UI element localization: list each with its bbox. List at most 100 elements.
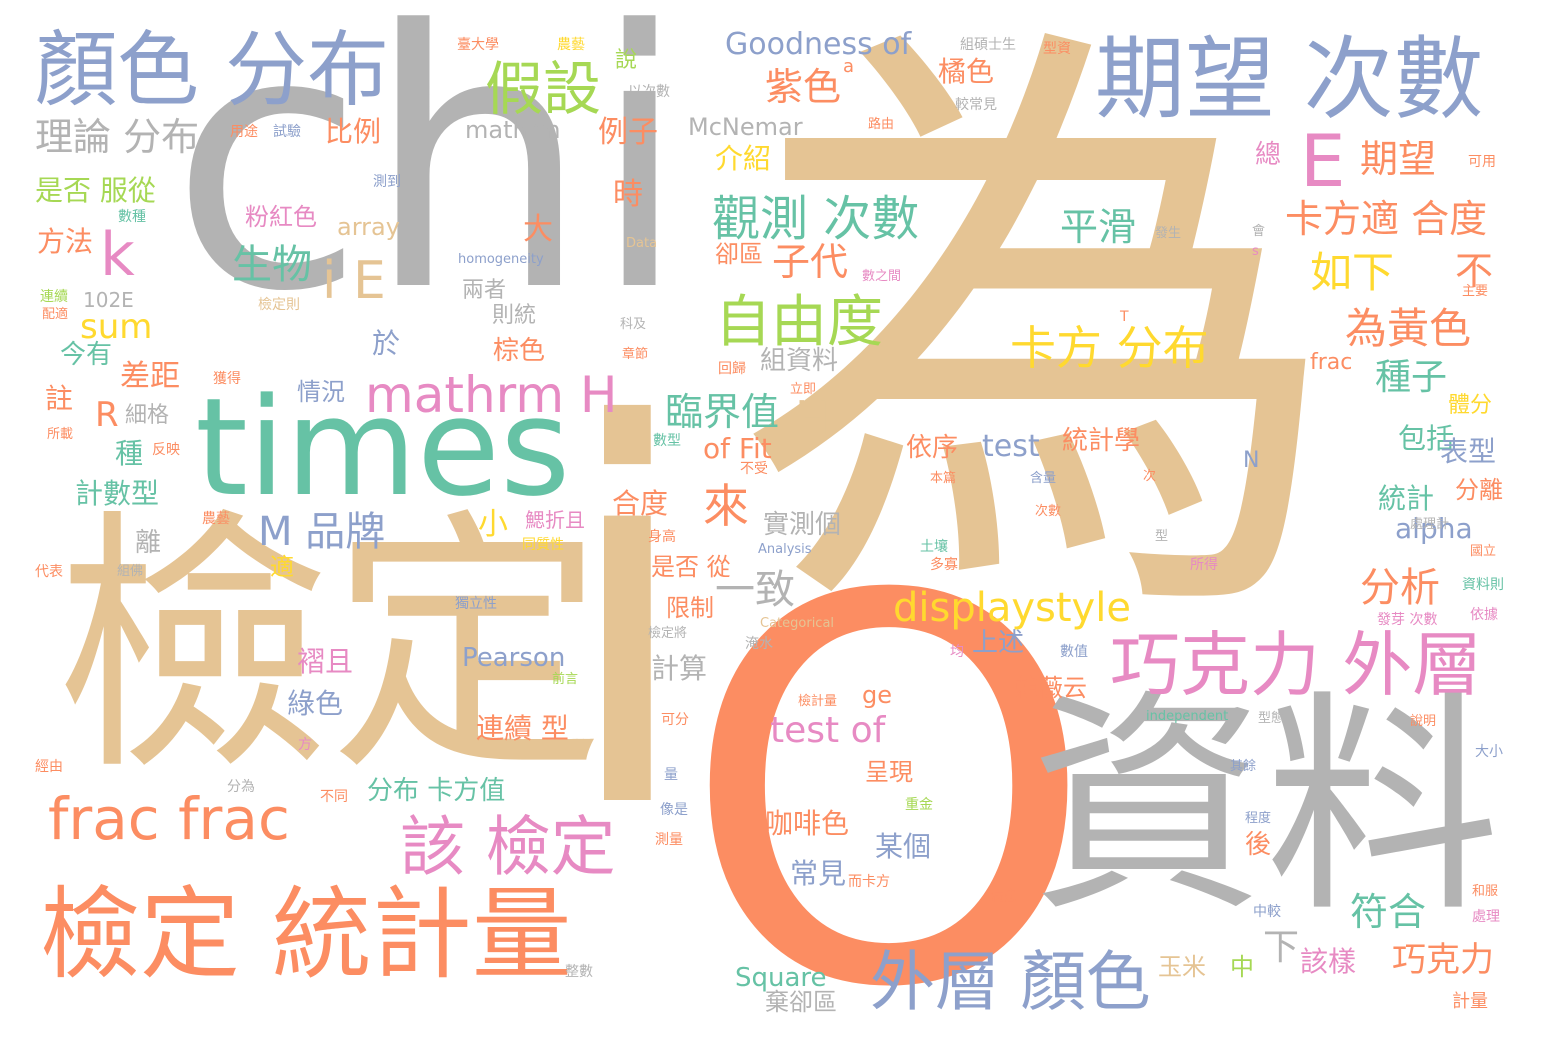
word-goodness-of: Goodness of: [725, 27, 912, 62]
word-benpian: 本篇: [930, 471, 957, 486]
word-chuli: 處理: [1472, 909, 1500, 925]
word-cishu2: 次數: [1035, 504, 1062, 519]
word-jiashe: 假設: [485, 55, 602, 123]
word-jiliang: 計量: [1452, 991, 1488, 1012]
word-shicege: 實測個: [763, 510, 842, 540]
word-zetong: 則統: [492, 303, 537, 328]
word-qiaokeli: 巧克力: [1392, 940, 1494, 980]
word-changjian: 常見: [790, 857, 847, 890]
word-xing: 型: [1155, 529, 1169, 544]
word-lianxu-xing: 連續 型: [476, 712, 569, 745]
word-xianzhi: 限制: [666, 594, 714, 622]
word-ziliaoze: 資料則: [1462, 577, 1504, 593]
word-ci: 次: [1143, 469, 1157, 484]
word-lai: 來: [703, 479, 749, 533]
word-shengao: 身高: [648, 529, 676, 545]
word-yumi: 玉米: [1158, 953, 1206, 981]
word-daxiao: 大小: [1475, 744, 1503, 760]
word-zhengshu: 整數: [565, 964, 593, 980]
word-erkafang: 而卡方: [848, 874, 890, 890]
word-zhangjie: 章節: [622, 347, 649, 362]
word-sum: sum: [80, 307, 153, 347]
word-pinghua: 平滑: [1060, 205, 1137, 249]
word-turang: 土壤: [920, 539, 948, 555]
word-zhong: 種: [115, 437, 144, 470]
word-lizi: 例子: [598, 115, 658, 150]
word-fenbu-kafangzhi: 分布 卡方值: [367, 776, 506, 806]
word-zhongjiao: 中較: [1253, 904, 1281, 920]
word-shifou-fucong: 是否 服從: [35, 174, 156, 207]
word-bushou: 不受: [740, 461, 768, 477]
word-saizheqie: 鰓折且: [525, 508, 585, 532]
word-independent: independent: [1146, 709, 1229, 724]
word-N: N: [1243, 448, 1260, 473]
word-jingyou: 經由: [35, 759, 63, 775]
word-categorical: Categorical: [760, 616, 835, 631]
word-baokuo: 包括: [1398, 422, 1455, 455]
word-xiangshi: 像是: [660, 802, 688, 818]
word-qingkuang: 情況: [297, 378, 345, 406]
word-chi: chi: [170, 0, 689, 369]
word-i-E: i E: [322, 251, 386, 311]
word-nongyi2: 農藝: [557, 37, 585, 53]
word-fenhongse: 粉紅色: [245, 203, 317, 231]
word-qiwang-cishu: 期望 次數: [1095, 27, 1484, 132]
word-fasheng: 發生: [1155, 226, 1182, 241]
word-O: O: [680, 486, 1098, 1052]
word-qiaokeli-waiceng: 巧克力 外層: [1110, 624, 1483, 706]
word-duogua: 多寡: [930, 557, 958, 573]
word-mathrm: mathrm: [465, 116, 561, 144]
word-i: i: [555, 317, 700, 923]
word-huode: 獲得: [213, 371, 241, 387]
word-chaju: 差距: [120, 359, 180, 394]
word-jiandingjiang: 檢定將: [648, 626, 688, 641]
word-shiyan: 試驗: [273, 124, 301, 140]
word-luse: 綠色: [287, 687, 344, 720]
word-suode: 所得: [1190, 557, 1218, 573]
word-zuziliao: 組資料: [760, 346, 839, 376]
word-hefu: 和服: [1472, 884, 1499, 899]
word-tongzhixing: 同質性: [522, 537, 564, 553]
word-kafang-fenbu: 卡方 分布: [1010, 321, 1209, 375]
word-laiweiyun: 賴薇云: [1015, 674, 1087, 702]
word-linjiezhi: 臨界值: [665, 390, 780, 434]
word-daibiao: 代表: [35, 564, 63, 580]
word-times: times: [195, 369, 571, 526]
word-square: Square: [735, 963, 827, 993]
word-shuzhijian: 數之間: [862, 269, 902, 284]
word-hedu: 合度: [612, 487, 669, 520]
word-ziliao: 資料: [1030, 671, 1500, 944]
word-nongyi: 農藝: [202, 511, 230, 527]
word-fuhe: 符合: [1350, 890, 1427, 934]
word-of-fit: of Fit: [703, 432, 772, 465]
word-shuzhi: 數值: [1060, 644, 1088, 660]
word-jiaochangjian: 較常見: [955, 97, 997, 113]
word-zise: 紫色: [765, 65, 842, 109]
word-lilun-fenbu: 理論 分布: [35, 115, 200, 159]
word-data: Data: [626, 236, 658, 251]
word-zhongjin: 重金: [905, 797, 933, 813]
word-H: H: [795, 391, 830, 445]
word-qianyan: 前言: [552, 672, 579, 687]
word-yu: 於: [372, 327, 401, 360]
word-shifou-cong: 是否 從: [651, 553, 731, 581]
word-suozai: 所載: [47, 427, 74, 442]
word-ge: ge: [862, 681, 892, 709]
word-jun: 均: [950, 644, 964, 660]
word-fang: 方: [298, 737, 312, 753]
word-hanliang: 含量: [1030, 471, 1057, 486]
word-mcnemar: McNemar: [688, 113, 803, 141]
word-lianxu: 連續: [40, 289, 68, 305]
word-taidaxue: 臺大學: [457, 37, 499, 53]
word-fenli: 分離: [1455, 476, 1503, 504]
word-jisuan: 計算: [651, 652, 708, 685]
word-shuo: 說: [615, 48, 638, 73]
word-cedao: 測到: [373, 174, 401, 190]
word-keji: 科及: [620, 317, 647, 332]
word-keyong: 可用: [1468, 154, 1496, 170]
word-zhuyao: 主要: [1462, 284, 1489, 299]
word-huigui: 回歸: [718, 361, 746, 377]
word-biaoxing: 表型: [1440, 435, 1497, 468]
word-waiceng-yanse: 外層 顏色: [870, 945, 1151, 1020]
